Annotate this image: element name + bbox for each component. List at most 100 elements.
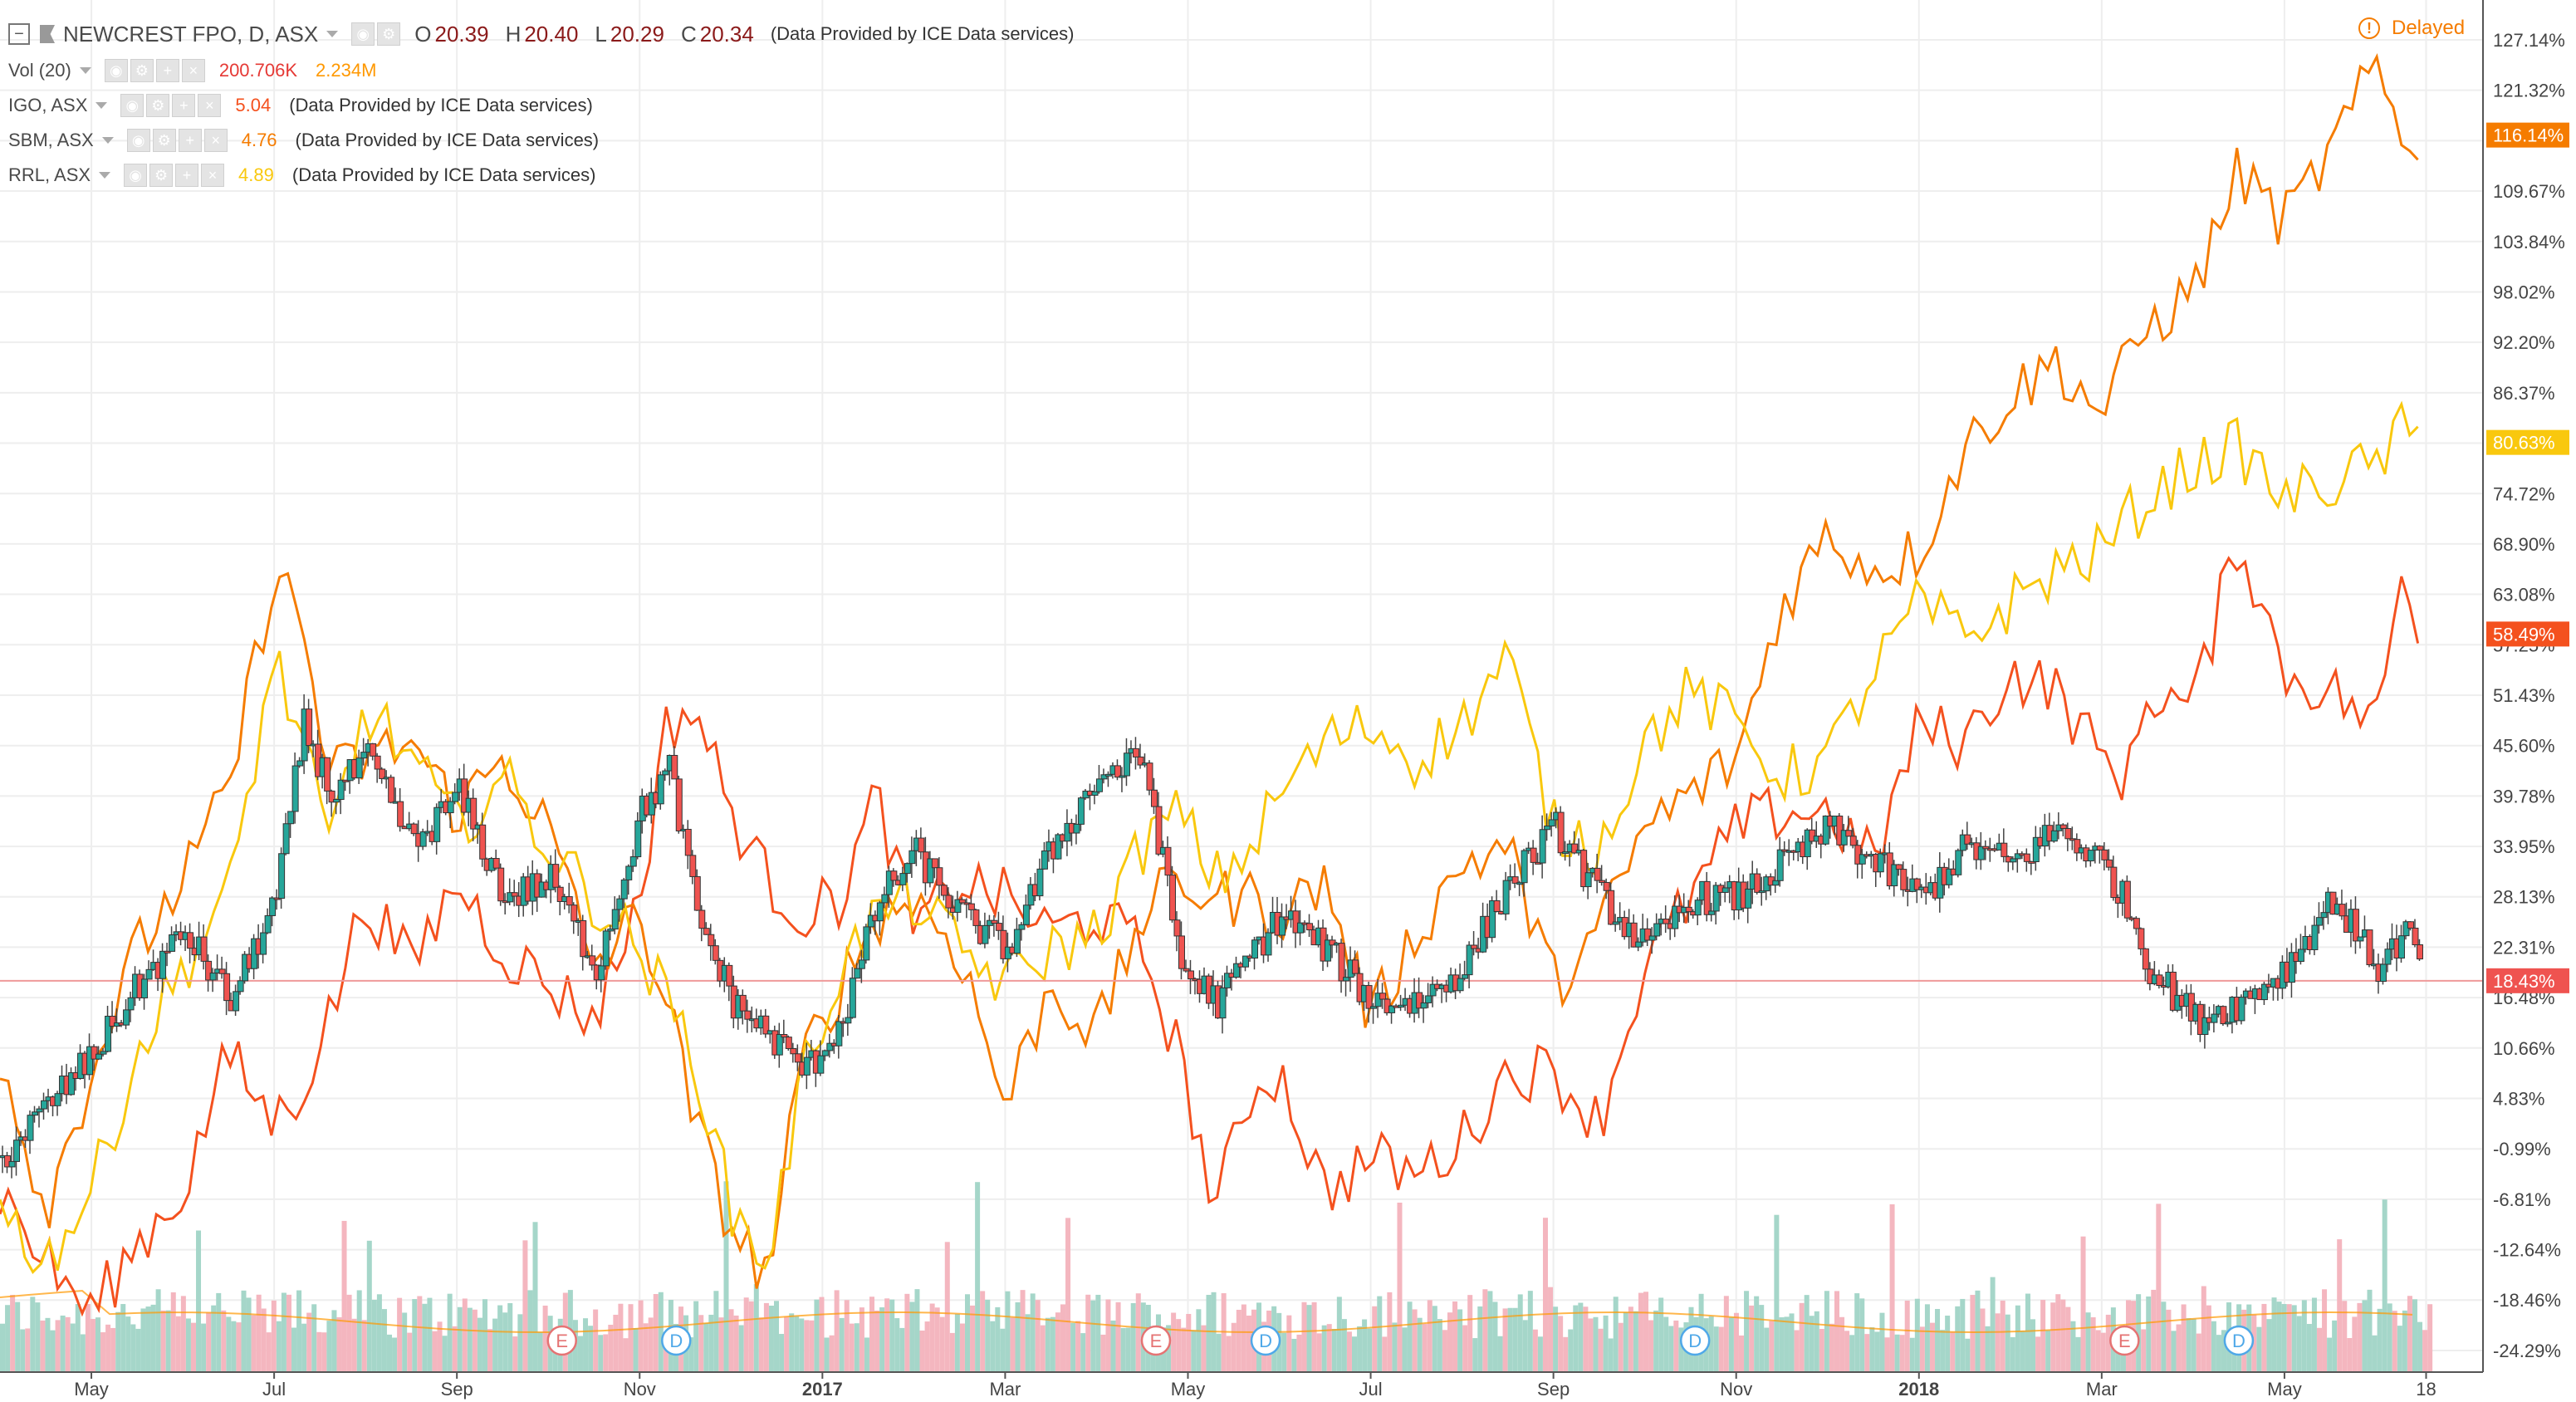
candle-body: [817, 1055, 825, 1074]
close-icon[interactable]: ×: [198, 94, 222, 117]
volume-label[interactable]: Vol (20): [8, 60, 71, 81]
candle-body: [233, 991, 240, 1012]
volume-bar: [1130, 1302, 1136, 1372]
candle-body: [1493, 900, 1501, 913]
volume-bar: [1904, 1300, 1910, 1372]
candle-body: [2297, 949, 2304, 963]
volume-bar: [1578, 1302, 1584, 1372]
comparison-label[interactable]: IGO, ASX: [8, 95, 88, 115]
candle-body: [1123, 752, 1130, 777]
plus-icon[interactable]: +: [178, 129, 202, 152]
series-line-igo: [0, 556, 2420, 1317]
candle-body: [2260, 983, 2268, 1001]
candle-body: [739, 994, 747, 1012]
eye-icon[interactable]: ◉: [351, 22, 375, 46]
candle-body: [1000, 929, 1007, 959]
candle-body: [2201, 1017, 2209, 1035]
volume-bar: [1854, 1293, 1860, 1372]
candle-body: [1329, 939, 1336, 946]
volume-bar: [613, 1314, 619, 1372]
candle-body: [328, 790, 335, 803]
candle-body: [264, 914, 272, 934]
volume-bar: [1467, 1295, 1473, 1372]
y-tick-label: -24.29%: [2493, 1341, 2561, 1361]
plus-icon[interactable]: +: [175, 164, 199, 187]
gear-icon[interactable]: ⚙: [152, 129, 176, 152]
chevron-down-icon[interactable]: [101, 137, 114, 144]
eye-icon[interactable]: ◉: [126, 129, 150, 152]
plus-icon[interactable]: +: [172, 94, 196, 117]
chart-legend: − NEWCREST FPO, D, ASX ◉ ⚙ O 20.39 H 20.40…: [8, 15, 1074, 193]
candle-body: [1511, 876, 1519, 884]
close-icon[interactable]: ×: [201, 164, 225, 187]
candle-body: [1114, 765, 1121, 778]
gear-icon[interactable]: ⚙: [377, 22, 401, 46]
plus-icon[interactable]: +: [155, 59, 179, 82]
volume-bar: [2392, 1311, 2397, 1372]
x-tick-label: May: [1171, 1379, 1206, 1400]
chevron-down-icon[interactable]: [99, 172, 111, 179]
volume-bar: [442, 1336, 448, 1372]
eye-icon[interactable]: ◉: [104, 59, 128, 82]
symbol-title[interactable]: NEWCREST FPO, D, ASX: [63, 21, 319, 47]
chevron-down-icon[interactable]: [79, 67, 91, 74]
volume-bar: [25, 1328, 31, 1372]
gear-icon[interactable]: ⚙: [149, 164, 174, 187]
volume-bar: [1929, 1322, 1935, 1372]
delayed-indicator[interactable]: ! Delayed: [2358, 17, 2465, 40]
volume-bar: [2176, 1324, 2182, 1372]
candle-body: [849, 978, 856, 1018]
last-value-label: 116.14%: [2493, 125, 2564, 146]
volume-bar: [276, 1321, 282, 1372]
volume-bar: [130, 1324, 136, 1372]
candle-body: [1599, 880, 1606, 883]
gear-icon[interactable]: ⚙: [146, 94, 170, 117]
volume-bar: [794, 1316, 800, 1372]
close-icon[interactable]: ×: [203, 129, 228, 152]
close-icon[interactable]: ×: [181, 59, 205, 82]
volume-bar: [155, 1289, 161, 1372]
chevron-down-icon[interactable]: [95, 102, 108, 109]
volume-bar: [2301, 1300, 2307, 1372]
x-tick-label: 2018: [1898, 1379, 1939, 1400]
candle-body: [461, 778, 468, 813]
candle-body: [2101, 849, 2108, 860]
chevron-down-icon[interactable]: [326, 31, 339, 37]
comparison-label[interactable]: RRL, ASX: [8, 164, 91, 185]
flag-icon[interactable]: [40, 25, 55, 43]
volume-bar: [2105, 1314, 2111, 1372]
comparison-label[interactable]: SBM, ASX: [8, 130, 94, 150]
volume-bar: [738, 1325, 744, 1372]
collapse-icon[interactable]: −: [8, 23, 30, 45]
candle-body: [324, 757, 331, 792]
candle-body: [790, 1047, 797, 1055]
volume-bar: [1115, 1302, 1121, 1372]
volume-bar: [341, 1220, 347, 1372]
gear-icon[interactable]: ⚙: [130, 59, 154, 82]
candle-body: [2169, 971, 2177, 1011]
candle-body: [123, 1009, 130, 1026]
candle-body: [1635, 941, 1643, 948]
volume-bar: [1628, 1306, 1633, 1372]
volume-bar: [899, 1327, 905, 1372]
eye-icon[interactable]: ◉: [120, 94, 144, 117]
candle-body: [863, 926, 870, 961]
candle-body: [68, 1072, 76, 1096]
candle-body: [1900, 869, 1908, 890]
volume-bar: [1774, 1214, 1780, 1372]
volume-bar: [1286, 1315, 1292, 1372]
volume-bar: [522, 1240, 528, 1372]
candle-body: [164, 950, 171, 953]
volume-bar: [753, 1284, 759, 1372]
volume-bar: [15, 1302, 21, 1372]
volume-bar: [1563, 1336, 1569, 1372]
last-value-label: 18.43%: [2493, 971, 2555, 992]
candle-body: [497, 867, 505, 902]
volume-bar: [2327, 1337, 2333, 1372]
volume-bar: [889, 1299, 895, 1372]
eye-icon[interactable]: ◉: [124, 164, 148, 187]
volume-bar: [291, 1327, 297, 1372]
volume-bar: [1397, 1202, 1403, 1372]
